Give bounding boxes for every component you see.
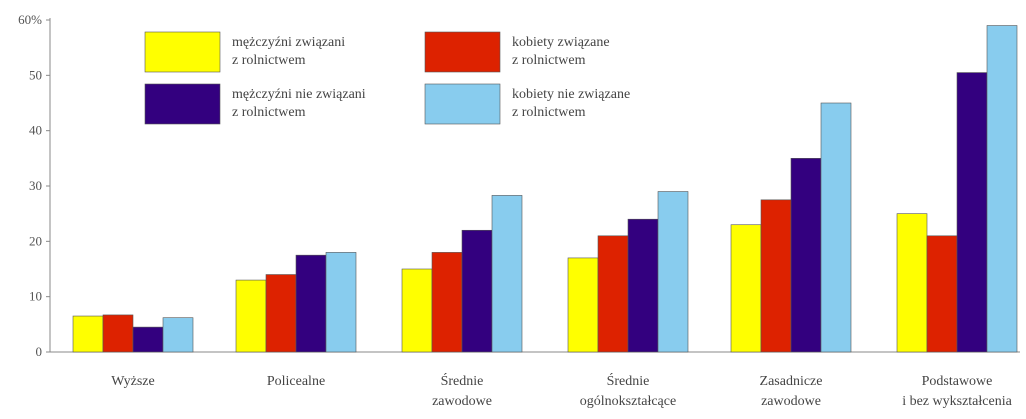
bar-2-cat-5 [760, 199, 792, 353]
y-tick-label: 10 [29, 289, 42, 304]
category-label: Podstawowe [922, 374, 993, 389]
legend-swatch-2 [424, 31, 501, 73]
category-label: Średnie [607, 372, 650, 389]
bar-4-cat-5 [820, 102, 852, 353]
legend-label-3: mężczyźni nie związani [232, 87, 366, 102]
category-label: Policealne [267, 374, 325, 389]
y-tick-label: 40 [29, 123, 42, 138]
bar-1-cat-3 [401, 268, 433, 353]
legend-swatch-4 [424, 83, 501, 125]
bar-2-cat-1 [102, 314, 134, 353]
bar-2-cat-3 [431, 252, 463, 353]
legend-label-3: z rolnictwem [232, 105, 306, 120]
bar-4-cat-4 [657, 191, 689, 353]
bar-2-cat-6 [926, 235, 958, 353]
y-tick-label: 60% [18, 12, 42, 27]
category-label: i bez wykształcenia [902, 394, 1012, 409]
bar-2-cat-2 [265, 274, 297, 353]
bar-1-cat-5 [730, 224, 762, 353]
legend-label-2: z rolnictwem [512, 53, 586, 68]
bar-3-cat-1 [132, 326, 164, 353]
y-tick-label: 0 [36, 344, 43, 359]
y-tick-label: 30 [29, 178, 42, 193]
y-tick-label: 20 [29, 233, 42, 248]
bar-3-cat-6 [956, 72, 988, 353]
bar-4-cat-2 [325, 252, 357, 353]
legend-swatch-3 [144, 83, 221, 125]
bar-1-cat-4 [567, 257, 599, 353]
category-label: Zasadnicze [760, 374, 823, 389]
y-tick-label: 50 [29, 67, 42, 82]
bar-4-cat-3 [491, 195, 523, 353]
bar-3-cat-5 [790, 158, 822, 353]
bar-3-cat-2 [295, 254, 327, 353]
bar-1-cat-1 [72, 315, 104, 353]
category-label: Wyższe [111, 374, 154, 389]
legend-label-4: kobiety nie związane [512, 87, 630, 102]
bar-3-cat-3 [461, 229, 493, 353]
bar-4-cat-1 [162, 317, 194, 353]
category-label: ogólnokształcące [580, 394, 676, 409]
category-label: Średnie [441, 372, 484, 389]
bar-2-cat-4 [597, 235, 629, 353]
legend-label-1: mężczyźni związani [232, 35, 345, 50]
legend-label-1: z rolnictwem [232, 53, 306, 68]
legend-label-4: z rolnictwem [512, 105, 586, 120]
legend-label-2: kobiety związane [512, 35, 610, 50]
bar-4-cat-6 [986, 25, 1018, 353]
bar-1-cat-2 [235, 279, 267, 353]
category-label: zawodowe [432, 394, 492, 409]
legend-swatch-1 [144, 31, 221, 73]
bar-1-cat-6 [896, 213, 928, 353]
bar-3-cat-4 [627, 218, 659, 353]
category-label: zawodowe [761, 394, 821, 409]
